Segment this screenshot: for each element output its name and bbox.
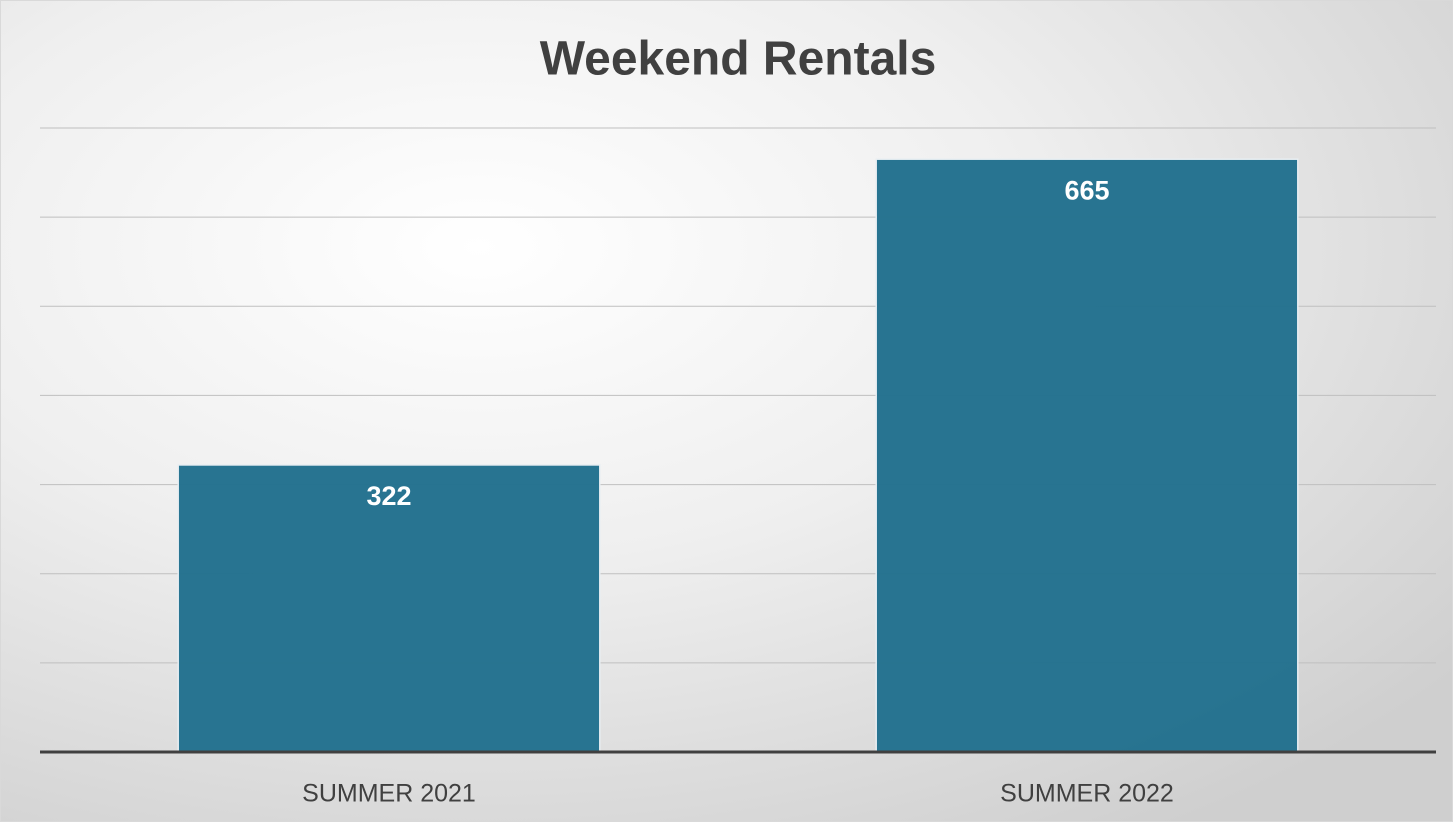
x-tick-label: SUMMER 2022: [1000, 780, 1174, 808]
value-label: 322: [366, 481, 411, 511]
chart-title: Weekend Rentals: [540, 33, 937, 86]
x-tick-label: SUMMER 2021: [302, 780, 476, 808]
bar: [177, 464, 601, 753]
bar: [875, 158, 1299, 753]
value-label: 665: [1064, 175, 1109, 205]
